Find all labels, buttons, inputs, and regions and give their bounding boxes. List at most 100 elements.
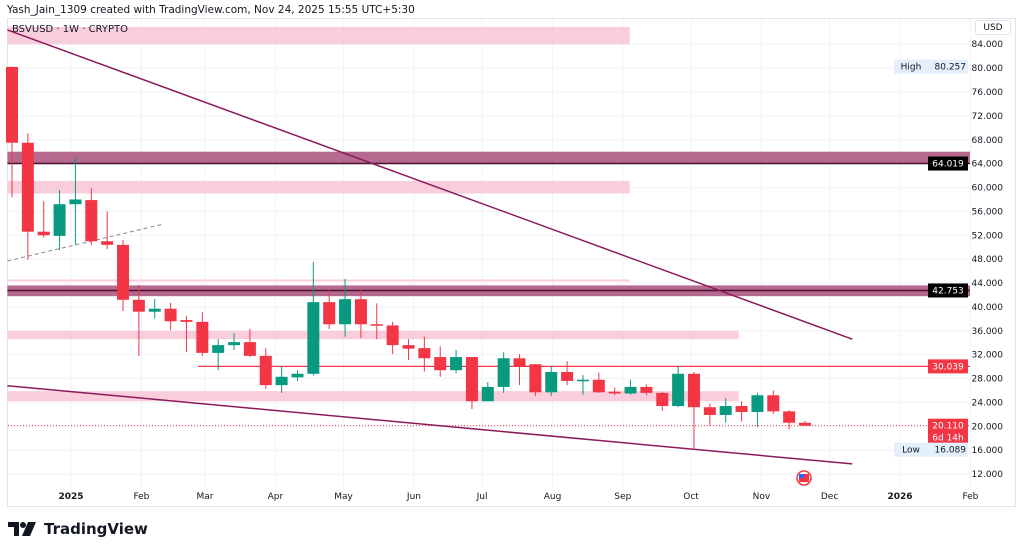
tradingview-logo-icon bbox=[8, 522, 36, 536]
candle bbox=[85, 188, 98, 245]
currency-button[interactable]: USD bbox=[975, 20, 1011, 35]
candle-body bbox=[672, 373, 685, 407]
zone-rect bbox=[7, 330, 739, 340]
candle bbox=[672, 366, 685, 408]
candle-body bbox=[783, 411, 796, 423]
x-tick-label: Sep bbox=[614, 492, 631, 502]
y-tick-label: 68.000 bbox=[972, 136, 1004, 146]
candle bbox=[624, 379, 637, 395]
x-tick-label: Dec bbox=[821, 492, 838, 502]
candle-body bbox=[735, 406, 748, 412]
candle bbox=[275, 366, 288, 393]
high-marker-label: High bbox=[901, 63, 922, 73]
zone-rect bbox=[7, 26, 630, 45]
price-badge-text: 64.019 bbox=[932, 160, 964, 170]
candle-body bbox=[545, 371, 558, 393]
candle bbox=[323, 290, 336, 330]
y-tick-label: 12.000 bbox=[972, 470, 1004, 480]
candle bbox=[576, 374, 589, 395]
candle bbox=[132, 284, 145, 356]
candle-body bbox=[481, 386, 494, 402]
candle bbox=[450, 349, 463, 374]
zone-rect bbox=[7, 279, 630, 282]
candle-body bbox=[101, 241, 114, 245]
tradingview-logo[interactable]: TradingView bbox=[8, 520, 148, 538]
level-band bbox=[7, 151, 971, 164]
candle-body bbox=[291, 373, 304, 378]
candle bbox=[703, 403, 716, 426]
candle-body bbox=[228, 342, 241, 346]
candle-body bbox=[592, 379, 605, 393]
candle-body bbox=[212, 345, 225, 353]
chart-frame bbox=[7, 18, 1016, 507]
y-tick-label: 60.000 bbox=[972, 184, 1004, 194]
y-tick-label: 44.000 bbox=[972, 279, 1004, 289]
x-tick-label: 2026 bbox=[887, 492, 912, 502]
candle-body bbox=[703, 407, 716, 415]
chart-credit: Yash_Jain_1309 created with TradingView.… bbox=[7, 4, 415, 16]
candle bbox=[386, 321, 399, 355]
candle-body bbox=[243, 342, 256, 356]
symbol-label[interactable]: BSVUSD · 1W · CRYPTO bbox=[12, 24, 128, 35]
candle-body bbox=[719, 406, 732, 415]
y-tick-label: 56.000 bbox=[972, 207, 1004, 217]
trendline bbox=[7, 29, 853, 340]
candle bbox=[243, 329, 256, 358]
candle bbox=[735, 401, 748, 422]
price-badge-bg bbox=[928, 283, 968, 298]
candle bbox=[767, 390, 780, 414]
candle bbox=[608, 387, 621, 396]
price-badge: 30.039 bbox=[928, 359, 968, 374]
candle-body bbox=[196, 321, 209, 353]
candle-body bbox=[307, 302, 320, 374]
candle-body bbox=[69, 199, 82, 205]
price-badge-text: 42.753 bbox=[932, 286, 964, 296]
y-tick-label: 24.000 bbox=[972, 398, 1004, 408]
candle-body bbox=[751, 395, 764, 412]
candle bbox=[148, 299, 161, 319]
trendline bbox=[7, 384, 853, 465]
x-tick-label: May bbox=[334, 492, 353, 502]
candle-body bbox=[799, 422, 811, 426]
y-tick-label: 80.000 bbox=[972, 64, 1004, 74]
trendline bbox=[7, 223, 165, 262]
y-tick-label: 72.000 bbox=[972, 112, 1004, 122]
y-tick-label: 36.000 bbox=[972, 327, 1004, 337]
y-tick-label: 76.000 bbox=[972, 88, 1004, 98]
candle bbox=[799, 420, 811, 426]
candle-body bbox=[450, 357, 463, 371]
candle-body bbox=[53, 204, 66, 236]
countdown-text: 6d 14h bbox=[932, 434, 963, 444]
candle bbox=[307, 262, 320, 376]
zone-rect bbox=[7, 180, 630, 194]
candle-body bbox=[37, 231, 50, 236]
x-tick-label: Oct bbox=[683, 492, 699, 502]
current-price-badge-text: 20.110 bbox=[932, 422, 964, 432]
y-tick-label: 84.000 bbox=[972, 40, 1004, 50]
candle-body bbox=[608, 391, 621, 394]
candle bbox=[354, 289, 367, 338]
candle-body bbox=[418, 348, 431, 359]
price-badge-bg bbox=[928, 359, 968, 374]
candle bbox=[212, 339, 225, 371]
y-tick-label: 20.000 bbox=[972, 422, 1004, 432]
high-marker-value: 80.257 bbox=[935, 63, 967, 73]
zone-rect bbox=[7, 391, 739, 402]
candle bbox=[53, 189, 66, 251]
candle bbox=[117, 240, 130, 312]
current-price-badge: 20.110 6d 14h bbox=[928, 418, 968, 445]
candle bbox=[481, 382, 494, 402]
candle bbox=[465, 357, 478, 410]
x-tick-label: Feb bbox=[133, 492, 149, 502]
candle bbox=[180, 315, 193, 353]
candle-body bbox=[513, 358, 526, 367]
y-tick-label: 32.000 bbox=[972, 351, 1004, 361]
candle bbox=[561, 361, 574, 386]
candle-body bbox=[434, 357, 447, 371]
candle-body bbox=[275, 376, 288, 386]
high-marker-bg bbox=[894, 59, 968, 74]
candle bbox=[402, 339, 415, 361]
candle-body bbox=[561, 371, 574, 381]
candle-body bbox=[132, 299, 145, 312]
